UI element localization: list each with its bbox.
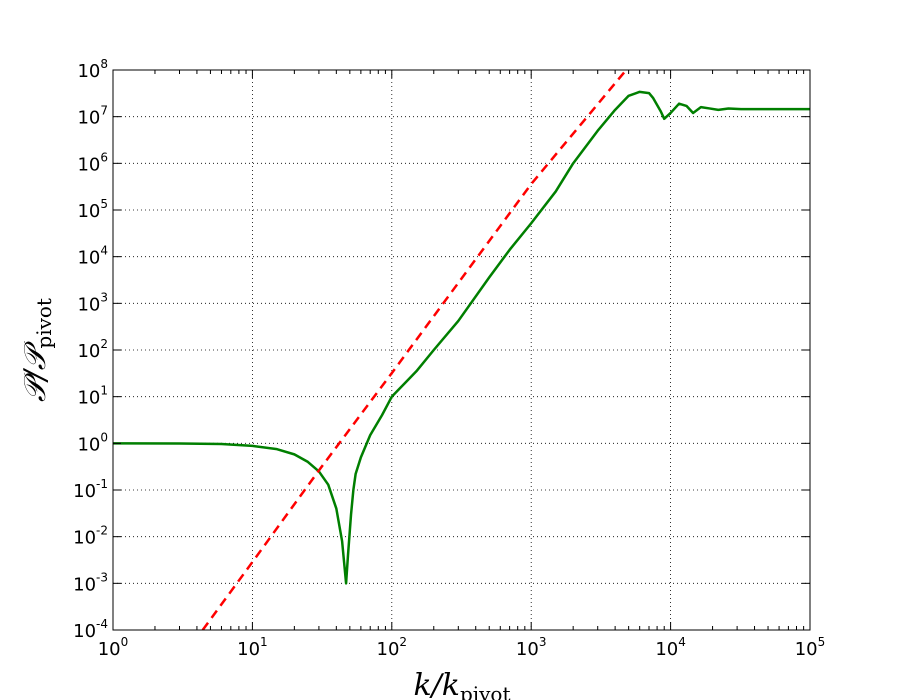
y-axis-label-main: 𝒫/𝒫 xyxy=(18,340,53,402)
y-tick-label: 104 xyxy=(77,244,108,269)
y-tick-exponent: 2 xyxy=(100,337,108,351)
power-law-fit-line xyxy=(201,70,628,630)
y-tick-label: 102 xyxy=(77,337,108,362)
x-tick-base: 10 xyxy=(98,639,121,660)
x-axis-label: k/kpivot xyxy=(413,668,510,700)
grid-lines xyxy=(113,70,810,630)
y-tick-base: 10 xyxy=(77,201,100,222)
x-tick-label: 103 xyxy=(516,635,547,660)
y-tick-label: 103 xyxy=(77,290,108,315)
y-tick-base: 10 xyxy=(77,154,100,175)
x-tick-exponent: 2 xyxy=(399,635,407,649)
x-tick-label: 104 xyxy=(655,635,686,660)
y-tick-label: 108 xyxy=(77,57,108,82)
x-tick-label: 101 xyxy=(237,635,268,660)
power-spectrum-line xyxy=(113,90,810,585)
x-tick-labels: 100 101 102 103 104 105 xyxy=(98,635,826,660)
y-tick-exponent: 8 xyxy=(100,57,108,71)
x-tick-label: 105 xyxy=(795,635,826,660)
x-tick-base: 10 xyxy=(795,639,818,660)
x-tick-label: 100 xyxy=(98,635,129,660)
x-tick-base: 10 xyxy=(237,639,260,660)
y-tick-base: 10 xyxy=(73,528,96,549)
y-tick-base: 10 xyxy=(77,341,100,362)
y-tick-exponent: 5 xyxy=(100,197,108,211)
y-tick-exponent: 3 xyxy=(100,290,108,304)
axis-ticks xyxy=(112,69,811,631)
y-tick-base: 10 xyxy=(73,481,96,502)
x-tick-exponent: 1 xyxy=(260,635,268,649)
x-axis-label-sub: pivot xyxy=(460,682,511,700)
x-tick-exponent: 3 xyxy=(539,635,547,649)
y-tick-exponent: 0 xyxy=(100,430,108,444)
x-tick-exponent: 5 xyxy=(818,635,826,649)
x-tick-label: 102 xyxy=(377,635,408,660)
y-tick-base: 10 xyxy=(77,294,100,315)
plot-lines xyxy=(113,70,810,630)
y-tick-label: 100 xyxy=(77,430,108,455)
y-tick-label: 10-3 xyxy=(73,570,108,595)
y-tick-label: 107 xyxy=(77,104,108,129)
y-tick-base: 10 xyxy=(77,108,100,129)
x-tick-base: 10 xyxy=(377,639,400,660)
y-tick-label: 10-2 xyxy=(73,524,108,549)
y-tick-label: 101 xyxy=(77,384,108,409)
x-axis-label-main: k/k xyxy=(413,668,459,700)
y-tick-base: 10 xyxy=(77,434,100,455)
y-tick-label: 105 xyxy=(77,197,108,222)
y-tick-exponent: -1 xyxy=(96,477,108,491)
x-tick-base: 10 xyxy=(655,639,678,660)
x-tick-exponent: 0 xyxy=(121,635,129,649)
y-tick-label: 10-4 xyxy=(73,617,108,642)
y-tick-base: 10 xyxy=(73,574,96,595)
y-tick-base: 10 xyxy=(77,61,100,82)
y-tick-exponent: 7 xyxy=(100,104,108,118)
y-tick-exponent: 4 xyxy=(100,244,108,258)
y-tick-exponent: 6 xyxy=(100,150,108,164)
y-tick-label: 106 xyxy=(77,150,108,175)
y-tick-base: 10 xyxy=(77,248,100,269)
y-tick-labels: 10-410-310-210-1100101102103104105106107… xyxy=(73,57,108,642)
y-tick-base: 10 xyxy=(73,621,96,642)
y-tick-exponent: 1 xyxy=(100,384,108,398)
y-tick-exponent: -2 xyxy=(96,524,108,538)
y-tick-exponent: -3 xyxy=(96,570,108,584)
y-tick-base: 10 xyxy=(77,388,100,409)
x-tick-base: 10 xyxy=(516,639,539,660)
y-axis-label: 𝒫/𝒫pivot xyxy=(18,298,56,402)
y-tick-exponent: -4 xyxy=(96,617,108,631)
y-axis-label-sub: pivot xyxy=(32,298,56,349)
y-tick-label: 10-1 xyxy=(73,477,108,502)
x-tick-exponent: 4 xyxy=(678,635,686,649)
